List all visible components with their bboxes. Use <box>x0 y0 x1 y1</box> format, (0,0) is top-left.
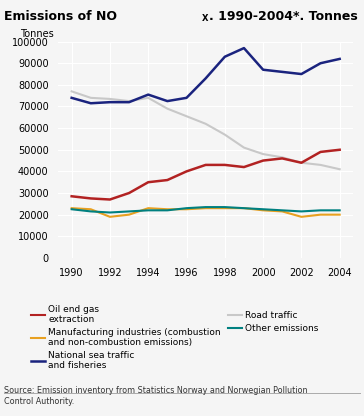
Text: X: X <box>202 14 209 23</box>
Text: Emissions of NO: Emissions of NO <box>4 10 116 23</box>
Text: Source: Emission inventory from Statistics Norway and Norwegian Pollution
Contro: Source: Emission inventory from Statisti… <box>4 386 307 406</box>
Text: . 1990-2004*. Tonnes: . 1990-2004*. Tonnes <box>209 10 358 23</box>
Text: Tonnes: Tonnes <box>20 30 54 40</box>
Legend: Oil end gas
extraction, Manufacturing industries (combustion
and non-combustion : Oil end gas extraction, Manufacturing in… <box>27 301 322 374</box>
